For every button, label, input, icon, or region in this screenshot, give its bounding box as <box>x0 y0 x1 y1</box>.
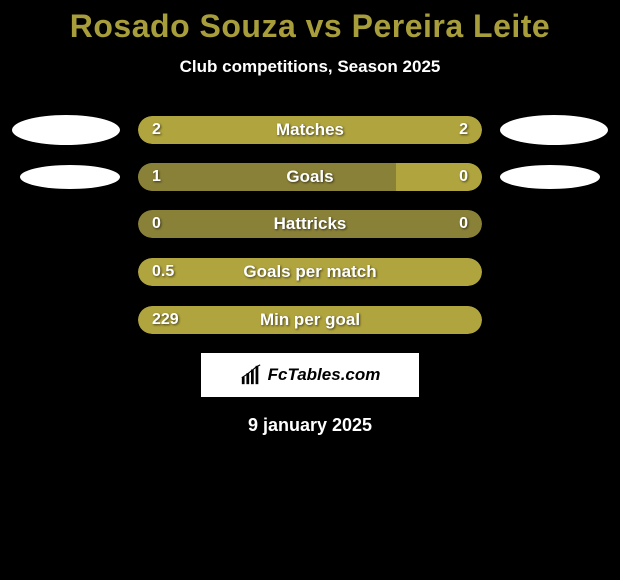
logo-text: FcTables.com <box>268 365 381 385</box>
bar-row: 1 0 Goals <box>0 163 620 191</box>
value-left: 0 <box>152 215 161 233</box>
bar-content: 0.5 Goals per match <box>138 258 482 286</box>
value-left: 2 <box>152 121 161 139</box>
stat-bar: 0 0 Hattricks <box>138 210 482 238</box>
value-left: 0.5 <box>152 263 174 281</box>
player-right-marker <box>500 165 600 189</box>
chart-icon <box>240 364 262 386</box>
page-title: Rosado Souza vs Pereira Leite <box>70 8 550 45</box>
bar-row: 2 2 Matches <box>0 115 620 145</box>
bar-row: 0 0 Hattricks <box>0 209 620 239</box>
comparison-card: Rosado Souza vs Pereira Leite Club compe… <box>0 0 620 436</box>
value-right: 0 <box>459 168 468 186</box>
metric-label: Goals per match <box>243 262 376 282</box>
bar-content: 2 2 Matches <box>138 116 482 144</box>
bar-row: 0.5 Goals per match <box>0 257 620 287</box>
value-left: 229 <box>152 311 179 329</box>
value-right: 2 <box>459 121 468 139</box>
date-text: 9 january 2025 <box>248 415 372 436</box>
value-left: 1 <box>152 168 161 186</box>
metric-label: Goals <box>286 167 333 187</box>
bar-content: 0 0 Hattricks <box>138 210 482 238</box>
metric-label: Hattricks <box>274 214 347 234</box>
stat-bar: 229 Min per goal <box>138 306 482 334</box>
player-left-marker <box>12 115 120 145</box>
subtitle: Club competitions, Season 2025 <box>180 57 441 77</box>
logo-box[interactable]: FcTables.com <box>201 353 419 397</box>
player-left-marker <box>20 165 120 189</box>
value-right: 0 <box>459 215 468 233</box>
metric-label: Min per goal <box>260 310 360 330</box>
bar-content: 1 0 Goals <box>138 163 482 191</box>
stat-bar: 0.5 Goals per match <box>138 258 482 286</box>
stat-bar: 2 2 Matches <box>138 116 482 144</box>
metric-label: Matches <box>276 120 344 140</box>
bar-row: 229 Min per goal <box>0 305 620 335</box>
stat-bar: 1 0 Goals <box>138 163 482 191</box>
bars-wrapper: 2 2 Matches 1 0 Goals 0 0 Hattricks 0.5 Goals per … <box>0 115 620 335</box>
bar-content: 229 Min per goal <box>138 306 482 334</box>
player-right-marker <box>500 115 608 145</box>
